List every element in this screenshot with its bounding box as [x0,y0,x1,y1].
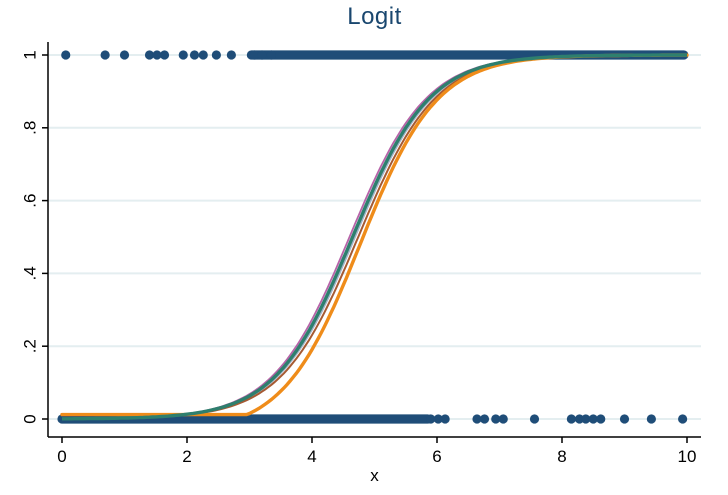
scatter-dot [100,50,110,60]
scatter-dot [159,50,170,60]
scatter-dot [566,414,576,424]
x-tick-label: 10 [678,447,697,466]
x-tick-label: 4 [307,447,316,466]
scatter-dot [596,414,606,424]
x-tick-label: 2 [182,447,191,466]
scatter-dot [472,414,482,424]
y-tick-label: .6 [20,194,39,208]
lowess-orange [60,53,689,417]
fit-teal [62,53,687,421]
y-tick-label: .8 [20,121,39,135]
fit-sienna [62,54,687,420]
scatter-dot [491,414,501,424]
scatter-dot [581,414,591,424]
scatter-dot [433,414,443,424]
scatter-dot [498,414,508,424]
scatter-dot [61,50,71,60]
scatter-dot [144,50,155,60]
scatter-dot [198,50,208,60]
scatter-dot [529,414,540,424]
scatter-dot [211,50,221,60]
x-tick-label: 0 [57,447,66,466]
scatter-dot [646,414,656,424]
x-tick-label: 8 [557,447,566,466]
y-tick-label: .2 [20,339,39,353]
scatter-dot [678,414,688,424]
scatter-dot [152,50,162,60]
scatter-dot [226,50,236,60]
scatter-dot [619,414,630,424]
scatter-dot [189,50,200,60]
x-tick-label: 6 [432,447,441,466]
scatter-dot [479,414,490,424]
chart-title: Logit [347,3,402,30]
y-tick-label: 0 [20,414,39,423]
scatter-dot [178,50,188,60]
y-tick-label: .4 [20,266,39,280]
scatter-dot [249,50,260,60]
scatter-dot [426,414,436,424]
fit-magenta [62,54,687,420]
y-tick-label: 1 [20,50,39,59]
scatter-dot [119,50,130,60]
fit-lightblue [62,54,687,420]
x-axis-title: x [370,466,379,485]
scatter-dot [266,50,276,60]
scatter-dot [440,414,450,424]
scatter-dot [588,414,598,424]
scatter-dot [257,50,267,60]
